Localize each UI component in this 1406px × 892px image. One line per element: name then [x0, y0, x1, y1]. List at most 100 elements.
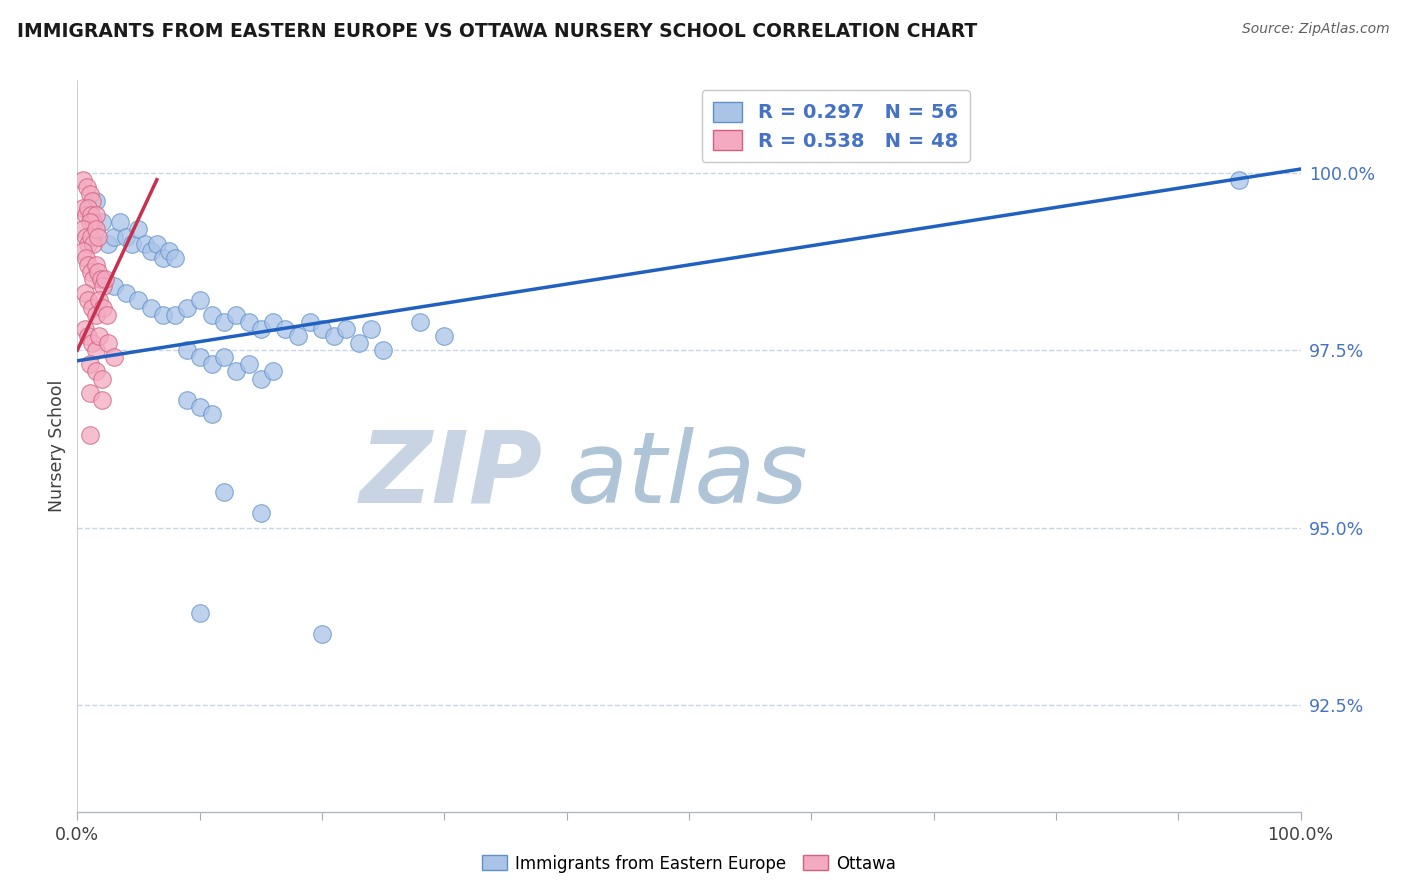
- Point: [238, 357, 260, 371]
- Point: [72, 201, 94, 215]
- Point: [94, 272, 117, 286]
- Point: [139, 244, 162, 258]
- Point: [108, 215, 131, 229]
- Point: [84, 258, 107, 272]
- Point: [89, 293, 111, 308]
- Point: [1229, 172, 1251, 186]
- Point: [262, 315, 284, 329]
- Point: [80, 265, 103, 279]
- Point: [433, 329, 456, 343]
- Point: [152, 251, 174, 265]
- Point: [311, 322, 333, 336]
- Point: [152, 308, 174, 322]
- Point: [79, 385, 101, 400]
- Point: [79, 428, 101, 442]
- Point: [103, 350, 125, 364]
- Point: [225, 308, 247, 322]
- Point: [225, 364, 247, 378]
- Point: [80, 336, 103, 351]
- Point: [96, 308, 118, 322]
- Point: [82, 236, 104, 251]
- Point: [360, 322, 382, 336]
- Point: [75, 229, 97, 244]
- Point: [287, 329, 309, 343]
- Point: [103, 279, 125, 293]
- Point: [91, 301, 114, 315]
- Text: atlas: atlas: [567, 426, 808, 524]
- Point: [77, 201, 100, 215]
- Point: [165, 308, 187, 322]
- Point: [311, 627, 333, 641]
- Point: [188, 400, 211, 414]
- Text: Source: ZipAtlas.com: Source: ZipAtlas.com: [1241, 22, 1389, 37]
- Point: [73, 286, 96, 301]
- Y-axis label: Nursery School: Nursery School: [48, 380, 66, 512]
- Legend: Immigrants from Eastern Europe, Ottawa: Immigrants from Eastern Europe, Ottawa: [475, 848, 903, 880]
- Point: [80, 208, 103, 222]
- Point: [79, 215, 101, 229]
- Point: [90, 272, 112, 286]
- Point: [262, 364, 284, 378]
- Point: [80, 301, 103, 315]
- Point: [75, 208, 97, 222]
- Point: [274, 322, 297, 336]
- Point: [127, 222, 149, 236]
- Point: [201, 357, 224, 371]
- Point: [77, 236, 100, 251]
- Point: [188, 293, 211, 308]
- Point: [90, 272, 112, 286]
- Point: [87, 265, 110, 279]
- Point: [76, 179, 98, 194]
- Point: [298, 315, 321, 329]
- Point: [238, 315, 260, 329]
- Point: [176, 343, 198, 358]
- Point: [80, 229, 103, 244]
- Point: [201, 407, 224, 421]
- Point: [84, 208, 107, 222]
- Point: [165, 251, 187, 265]
- Point: [127, 293, 149, 308]
- Point: [347, 336, 370, 351]
- Point: [77, 329, 100, 343]
- Point: [82, 215, 104, 229]
- Point: [250, 322, 273, 336]
- Point: [91, 279, 114, 293]
- Point: [146, 236, 169, 251]
- Point: [82, 272, 104, 286]
- Text: ZIP: ZIP: [359, 426, 543, 524]
- Text: IMMIGRANTS FROM EASTERN EUROPE VS OTTAWA NURSERY SCHOOL CORRELATION CHART: IMMIGRANTS FROM EASTERN EUROPE VS OTTAWA…: [17, 22, 977, 41]
- Point: [201, 308, 224, 322]
- Point: [188, 350, 211, 364]
- Point: [72, 222, 94, 236]
- Point: [250, 371, 273, 385]
- Point: [90, 392, 112, 407]
- Point: [121, 236, 143, 251]
- Point: [115, 229, 138, 244]
- Point: [371, 343, 394, 358]
- Point: [97, 236, 120, 251]
- Point: [134, 236, 156, 251]
- Point: [84, 194, 107, 208]
- Point: [79, 186, 101, 201]
- Point: [103, 229, 125, 244]
- Point: [97, 336, 120, 351]
- Point: [212, 485, 235, 500]
- Point: [79, 357, 101, 371]
- Point: [73, 322, 96, 336]
- Point: [77, 258, 100, 272]
- Point: [80, 194, 103, 208]
- Point: [90, 215, 112, 229]
- Point: [409, 315, 432, 329]
- Legend: R = 0.297   N = 56, R = 0.538   N = 48: R = 0.297 N = 56, R = 0.538 N = 48: [702, 90, 970, 162]
- Point: [90, 371, 112, 385]
- Point: [72, 172, 94, 186]
- Point: [157, 244, 180, 258]
- Point: [84, 308, 107, 322]
- Point: [84, 343, 107, 358]
- Point: [84, 222, 107, 236]
- Point: [115, 286, 138, 301]
- Point: [87, 229, 110, 244]
- Point: [250, 507, 273, 521]
- Point: [176, 392, 198, 407]
- Point: [176, 301, 198, 315]
